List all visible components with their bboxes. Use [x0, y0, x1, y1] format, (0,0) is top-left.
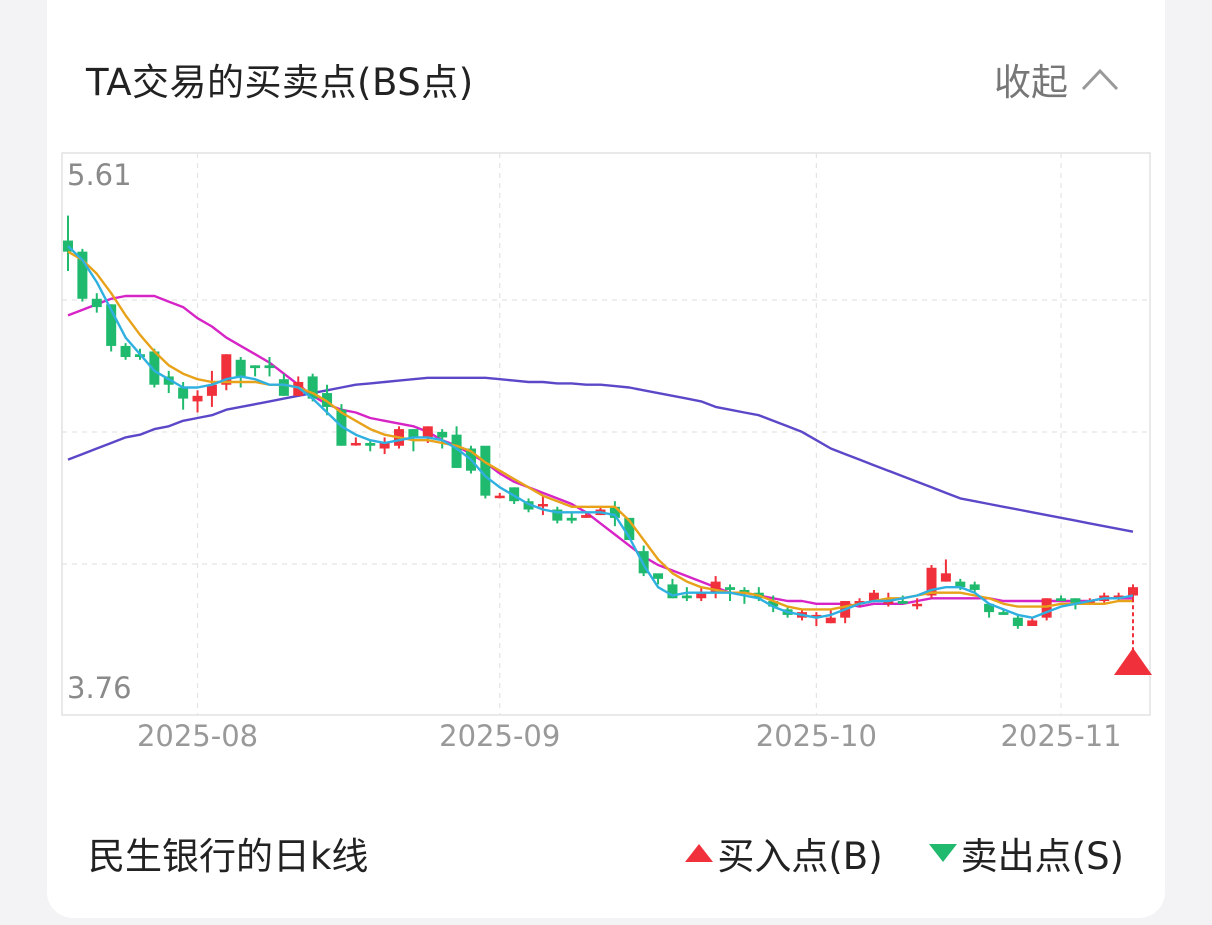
y-min-label: 3.76 [67, 671, 132, 705]
candle-body [221, 354, 232, 385]
chart-legend: 买入点(B) 卖出点(S) [683, 826, 1124, 880]
candle-body [379, 442, 390, 449]
candle-body [1056, 598, 1067, 602]
candle-body [77, 251, 88, 299]
legend-buy-label: 买入点(B) [717, 835, 883, 878]
candle-body [437, 431, 448, 438]
candle-body [250, 365, 261, 369]
candle-body [739, 589, 750, 593]
candle-body [537, 503, 548, 507]
page-title: TA交易的买卖点(BS点) [86, 61, 474, 104]
candle-body [1084, 601, 1095, 604]
candle-body [264, 365, 275, 369]
candle-body [653, 573, 664, 579]
candle-body [710, 581, 721, 593]
candle-body [523, 501, 534, 510]
candle-body [912, 603, 923, 607]
chart-caption: 民生银行的日k线 [88, 835, 369, 878]
candle-body [955, 581, 966, 588]
collapse-button[interactable]: 收起 [994, 52, 1120, 106]
candle-body [696, 592, 707, 599]
candle-body [480, 445, 491, 496]
candle-body [350, 442, 361, 446]
candle-body [1027, 620, 1038, 626]
candle-body [63, 240, 73, 252]
legend-sell: 卖出点(S) [927, 826, 1124, 880]
chevron-up-icon [1081, 68, 1119, 91]
candle-body [149, 351, 160, 385]
candle-body [1070, 598, 1081, 604]
candle-body [1041, 598, 1052, 618]
ma5-line [67, 245, 1134, 619]
legend-buy: 买入点(B) [683, 826, 883, 880]
candle-body [681, 595, 692, 599]
candle-body [897, 601, 908, 604]
x-tick-label: 2025-11 [1000, 719, 1121, 753]
candle-body [868, 592, 879, 602]
candle-body [667, 584, 678, 599]
candle-body [336, 409, 347, 446]
candle-body [178, 387, 189, 399]
candle-body [235, 359, 246, 377]
candle-body [365, 442, 376, 446]
candle-body [1128, 587, 1138, 596]
candle-body [451, 434, 462, 468]
collapse-label: 收起 [994, 61, 1068, 104]
candle-body [825, 617, 836, 624]
candle-body [1113, 595, 1124, 599]
sell-triangle-icon [928, 844, 957, 862]
buy-triangle-icon [685, 844, 714, 862]
x-tick-label: 2025-09 [439, 719, 560, 753]
candle-body [940, 573, 951, 582]
candle-body [552, 509, 563, 521]
candle-body [91, 298, 102, 308]
candle-body [609, 506, 620, 518]
candle-body [106, 304, 117, 346]
ma20-line [67, 294, 1133, 608]
x-tick-label: 2025-08 [137, 719, 258, 753]
candle-body [926, 567, 937, 596]
candle-body [768, 601, 779, 607]
candle-body [624, 517, 635, 541]
candle-body [984, 603, 995, 613]
candle-body [725, 587, 736, 590]
buy-signal-marker [1114, 648, 1152, 675]
candle-body [408, 429, 419, 438]
candle-body [307, 376, 318, 399]
candle-body [192, 395, 203, 402]
legend-sell-label: 卖出点(S) [960, 835, 1124, 878]
candle-body [509, 487, 520, 502]
ma10-line [67, 250, 1133, 611]
ma60-line [67, 376, 1134, 533]
candle-body [278, 379, 289, 396]
candle-body [120, 345, 131, 358]
candle-body [494, 495, 505, 499]
candle-body [581, 515, 592, 518]
plot-frame [61, 152, 1151, 716]
x-tick-label: 2025-10 [756, 719, 877, 753]
candle-body [969, 584, 980, 590]
candle-body [566, 517, 577, 521]
candle-body [422, 426, 433, 438]
candle-body [854, 601, 865, 604]
candle-body [998, 612, 1009, 615]
candle-body [1012, 617, 1023, 626]
candle-body [206, 384, 217, 396]
candle-body [638, 551, 649, 574]
y-max-label: 5.61 [67, 158, 132, 192]
candle-body [811, 614, 822, 618]
